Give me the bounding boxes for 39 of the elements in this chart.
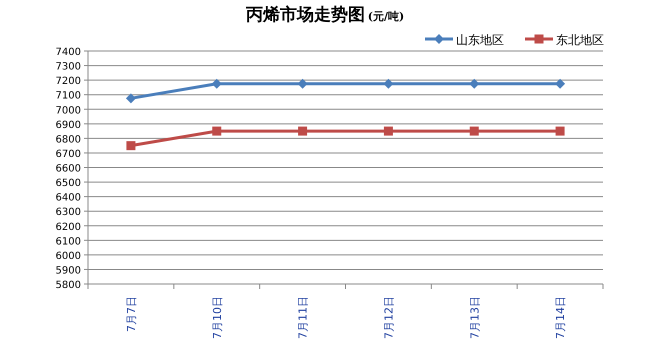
point (384, 126, 393, 136)
x-tick-label: 7月10日 (210, 296, 224, 339)
point (212, 78, 222, 89)
y-tick-label: 5900 (56, 265, 81, 276)
point (383, 78, 394, 89)
y-tick-label: 6600 (56, 164, 81, 174)
x-tick-label: 7月7日 (124, 296, 138, 332)
y-tick-label: 6100 (56, 236, 81, 248)
y-tick-label: 6500 (56, 178, 81, 190)
y-tick-label: 5800 (56, 280, 81, 291)
y-tick-label: 6200 (56, 222, 81, 233)
y-tick-label: 7200 (56, 76, 81, 88)
point (556, 126, 565, 136)
legend-label: 山东地区 (456, 33, 504, 47)
point (298, 78, 308, 89)
legend-label: 东北地区 (556, 33, 604, 47)
y-tick-label: 6000 (56, 250, 81, 262)
x-tick-label: 7月14日 (554, 296, 568, 339)
point (126, 93, 136, 104)
x-tick-label: 7月12日 (382, 296, 396, 339)
chart-subtitle: (元/吨) (368, 10, 404, 23)
y-tick-label: 6800 (56, 134, 81, 146)
point (126, 141, 136, 150)
y-tick-label: 7000 (56, 105, 81, 116)
x-tick-label: 7月13日 (468, 296, 482, 339)
y-tick-label: 7300 (56, 62, 81, 73)
point (469, 78, 480, 89)
point (470, 126, 479, 136)
point (298, 126, 308, 136)
y-tick-label: 7400 (56, 47, 81, 58)
y-tick-label: 6300 (56, 207, 81, 218)
y-tick-label: 6700 (56, 148, 81, 160)
y-tick-label: 6400 (56, 192, 81, 204)
y-tick-label: 6900 (56, 120, 81, 131)
x-tick-label: 7月11日 (296, 296, 310, 339)
point (212, 126, 222, 136)
point (555, 78, 566, 89)
y-tick-label: 7100 (56, 90, 81, 102)
chart-title: 丙烯市场走势图 (244, 5, 365, 25)
